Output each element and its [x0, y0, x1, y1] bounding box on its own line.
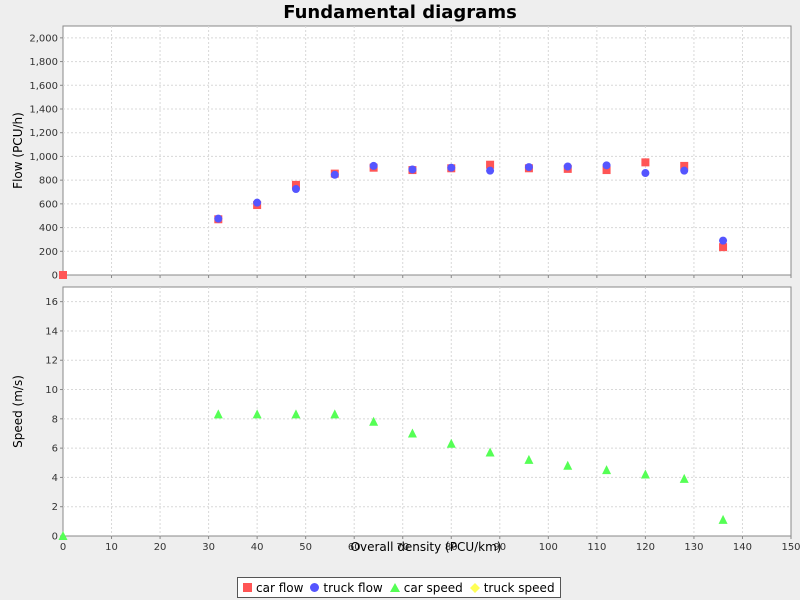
y-tick-label: 16: [45, 297, 58, 308]
chart-title: Fundamental diagrams: [283, 2, 517, 23]
y-tick-label: 10: [45, 385, 58, 396]
x-tick-label: 40: [251, 542, 264, 553]
car-speed-point: [679, 473, 689, 483]
y-tick-label: 2: [52, 502, 58, 513]
circle-marker-icon: [310, 583, 320, 592]
y-tick-label: 1,200: [29, 128, 58, 139]
legend-label: truck speed: [483, 580, 555, 595]
y-tick-label: 1,800: [29, 57, 58, 68]
x-tick-label: 20: [154, 542, 167, 553]
truck-flow-point: [524, 163, 533, 172]
y-tick-label: 400: [39, 223, 58, 234]
truck-flow-point: [602, 161, 611, 170]
y-tick-label: 4: [52, 473, 58, 484]
truck-flow-point: [447, 163, 456, 172]
car-speed-point: [524, 454, 534, 464]
car-speed-point: [640, 469, 650, 479]
truck-flow-point: [719, 236, 728, 245]
x-tick-label: 80: [445, 542, 458, 553]
truck-flow-point: [369, 161, 378, 170]
triangle-marker-icon: [389, 582, 400, 592]
car-speed-point: [718, 514, 728, 524]
car-flow-point: [602, 166, 611, 175]
car-flow-point: [291, 180, 300, 189]
truck-flow-point: [641, 169, 650, 178]
y-tick-label: 1,600: [29, 81, 58, 92]
y-tick-label: 1,400: [29, 105, 58, 116]
truck-flow-point: [486, 166, 495, 175]
y-tick-label: 2,000: [29, 33, 58, 44]
legend-item-car-flow: car flow: [243, 581, 303, 595]
y-tick-label: 0: [52, 532, 58, 543]
y-tick-label: 6: [52, 444, 58, 455]
truck-flow-point: [408, 165, 417, 174]
car-speed-point: [407, 428, 417, 438]
car-flow-point: [59, 271, 67, 279]
y-tick-label: 600: [39, 199, 58, 210]
legend-label: car flow: [256, 580, 304, 595]
car-flow-point: [719, 243, 728, 252]
y-tick-label: 12: [45, 356, 58, 367]
x-tick-label: 60: [348, 542, 361, 553]
car-flow-point: [486, 160, 495, 169]
truck-flow-point: [214, 214, 223, 223]
y-axis-label-1: Flow (PCU/h): [11, 112, 25, 189]
x-tick-label: 90: [493, 542, 506, 553]
y-tick-label: 14: [45, 326, 58, 337]
y-tick-label: 8: [52, 414, 58, 425]
car-speed-point: [291, 409, 301, 419]
car-speed-point: [213, 409, 223, 419]
legend-item-truck-flow: truck flow: [310, 580, 383, 595]
y-tick-label: 0: [52, 271, 58, 282]
x-tick-label: 10: [105, 542, 118, 553]
x-tick-label: 120: [636, 542, 655, 553]
truck-flow-point: [563, 162, 572, 171]
x-tick-label: 30: [202, 542, 215, 553]
car-flow-point: [680, 161, 689, 170]
car-speed-point: [485, 447, 495, 457]
car-speed-point: [446, 438, 456, 448]
legend-item-car-speed: car speed: [389, 580, 463, 595]
plots-group: 02004006008001,0001,2001,4001,6001,8002,…: [11, 25, 800, 553]
car-speed-point: [330, 409, 340, 419]
truck-flow-point: [291, 185, 300, 194]
x-axis-label: Overall density (PCU/km): [351, 540, 502, 554]
x-tick-label: 50: [299, 542, 312, 553]
car-speed-point: [369, 416, 379, 426]
x-tick-label: 0: [60, 542, 66, 553]
y-tick-label: 200: [39, 247, 58, 258]
diamond-marker-icon: [469, 582, 480, 593]
car-speed-point: [58, 531, 68, 540]
x-tick-label: 100: [539, 542, 558, 553]
car-speed-point: [252, 409, 262, 419]
y-axis-label-2: Speed (m/s): [11, 375, 25, 448]
plot-area-2: [62, 286, 792, 537]
legend-item-truck-speed: truck speed: [469, 580, 555, 595]
y-tick-label: 800: [39, 176, 58, 187]
truck-flow-point: [253, 198, 262, 207]
x-tick-label: 150: [781, 542, 800, 553]
truck-flow-point: [680, 166, 689, 175]
plot-area-1: [62, 25, 792, 276]
y-tick-label: 1,000: [29, 152, 58, 163]
car-flow-point: [641, 158, 650, 167]
legend-label: car speed: [403, 580, 463, 595]
square-marker-icon: [243, 583, 252, 592]
truck-flow-point: [330, 170, 339, 179]
car-speed-point: [602, 465, 612, 475]
x-tick-label: 140: [733, 542, 752, 553]
x-tick-label: 110: [587, 542, 606, 553]
x-tick-label: 130: [684, 542, 703, 553]
car-speed-point: [563, 460, 573, 470]
x-tick-label: 70: [396, 542, 409, 553]
legend: car flow truck flow car speed truck spee…: [237, 577, 561, 598]
legend-label: truck flow: [323, 580, 383, 595]
